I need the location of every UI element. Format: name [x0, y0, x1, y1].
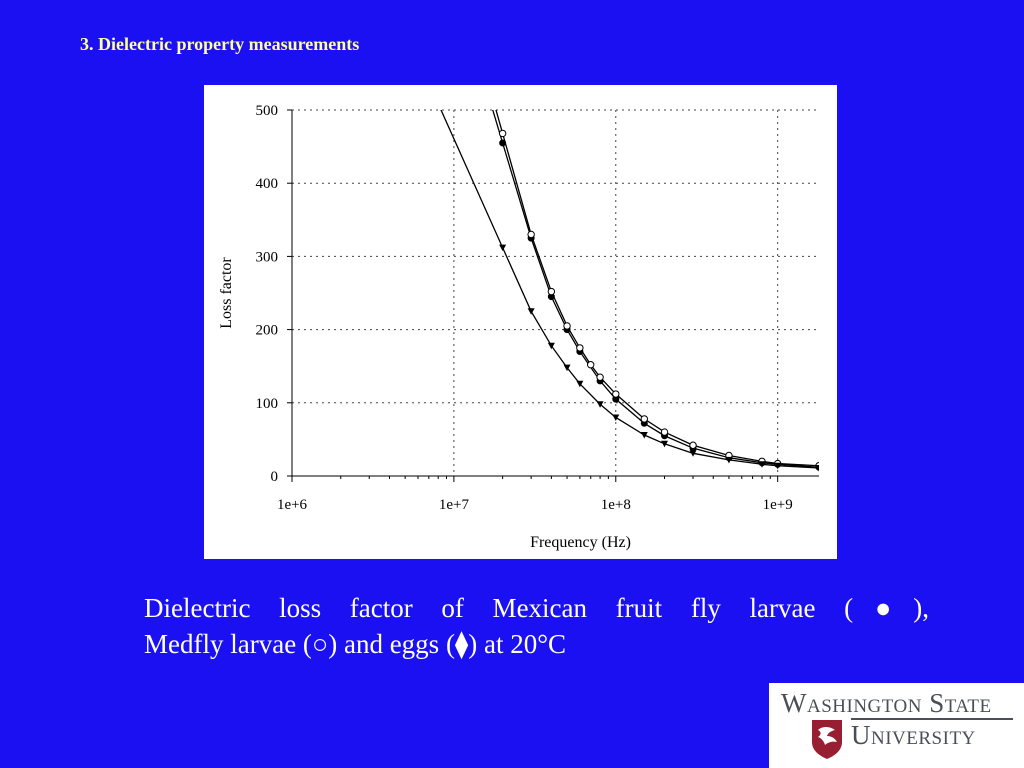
logo-divider: [851, 718, 1013, 720]
caption-line-2: Medfly larvae (○) and eggs (⧫) at 20°C: [144, 629, 567, 659]
loss-factor-chart: 0 100 200 300 400 500 1e+6 1e+7 1e+8 1e+9 Frequenc…: [218, 103, 819, 551]
x-tick-label-3: 1e+9: [763, 497, 793, 513]
university-logo: Washington State University: [769, 683, 1024, 768]
series-0-line: [502, 142, 819, 468]
series-1-point-10: [689, 441, 697, 449]
figure-caption: Dielectric loss factor of Mexican fruit …: [144, 590, 929, 662]
series-2-point-8: [661, 440, 669, 448]
series-1-point-8: [640, 415, 648, 423]
y-tick-label-3: 300: [256, 249, 279, 265]
chart-panel: 0 100 200 300 400 500 1e+6 1e+7 1e+8 1e+9 Frequenc…: [204, 85, 837, 559]
y-tick-label-4: 400: [256, 176, 279, 192]
series-1-point-4: [576, 344, 584, 352]
series-2-point-11: [758, 461, 766, 468]
slide-title: 3. Dielectric property measurements: [80, 34, 360, 54]
x-axis-title: Frequency (Hz): [530, 534, 631, 551]
series-1-point-9: [660, 428, 669, 436]
series-2-point-4: [576, 380, 584, 388]
y-axis-title: Loss factor: [218, 257, 235, 329]
series-1-line-extension: [495, 110, 504, 134]
caption-line-1: Dielectric loss factor of Mexican fruit …: [144, 593, 929, 623]
y-tick-label-2: 200: [256, 323, 279, 339]
series-2-line: [502, 247, 819, 469]
series-2-line-extension: [440, 110, 504, 248]
series-2-point-1: [527, 308, 535, 315]
series-1-point-3: [563, 322, 571, 330]
series-1-point-1: [527, 230, 535, 239]
series-0-line-extension: [492, 110, 504, 144]
series-2-point-5: [596, 401, 604, 408]
y-tick-label-5: 500: [256, 103, 279, 119]
x-tick-label-1: 1e+7: [439, 497, 470, 513]
series-2-point-6: [612, 414, 620, 421]
series-2-point-12: [774, 462, 782, 470]
x-tick-label-0: 1e+6: [277, 497, 308, 513]
series-2-point-0: [499, 244, 507, 252]
series-1-point-6: [596, 373, 604, 381]
series-1-point-0: [498, 129, 507, 138]
cougar-head-icon: [812, 720, 842, 759]
series-2-point-10: [725, 456, 733, 464]
series-1-point-5: [587, 361, 595, 369]
series-1-point-2: [547, 287, 556, 296]
y-tick-label-0: 0: [271, 469, 279, 485]
series-2-point-2: [547, 342, 555, 350]
y-tick-label-1: 100: [256, 396, 279, 412]
series-2-point-9: [689, 450, 697, 457]
series-2-point-7: [640, 432, 648, 439]
series-1-point-7: [612, 390, 620, 398]
x-tick-label-2: 1e+8: [601, 497, 631, 513]
series-2-point-3: [563, 364, 571, 372]
logo-text-line-2: University: [851, 720, 976, 750]
series-2-point-13: [815, 464, 819, 472]
logo-text-line-1: Washington State: [781, 688, 992, 718]
